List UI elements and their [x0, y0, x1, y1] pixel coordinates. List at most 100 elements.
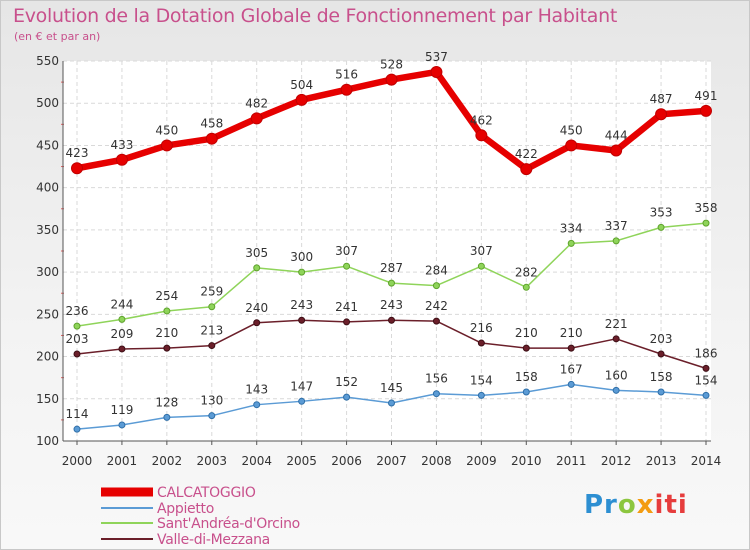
data-point — [71, 162, 83, 175]
data-point — [118, 345, 126, 353]
data-label: 119 — [110, 403, 133, 417]
data-point — [343, 318, 351, 326]
data-point — [388, 279, 395, 287]
data-label: 284 — [425, 264, 448, 278]
data-label: 433 — [110, 138, 133, 152]
data-label: 358 — [695, 201, 718, 215]
data-point — [343, 393, 351, 401]
data-point — [163, 344, 171, 352]
data-point — [612, 386, 620, 394]
y-tick-label: 100 — [36, 434, 59, 448]
data-label: 158 — [650, 370, 673, 384]
data-label: 203 — [650, 332, 673, 346]
legend-label: Appietto — [157, 501, 214, 517]
data-label: 337 — [605, 219, 628, 233]
data-label: 334 — [560, 221, 583, 235]
data-label: 282 — [515, 265, 538, 279]
x-tick-label: 2012 — [601, 454, 632, 468]
data-label: 156 — [425, 372, 448, 386]
data-point — [475, 129, 488, 142]
data-label: 242 — [425, 299, 448, 313]
data-label: 422 — [515, 147, 538, 161]
x-tick-label: 2014 — [691, 454, 722, 468]
data-point — [385, 73, 398, 86]
data-point — [432, 390, 440, 398]
y-tick-label: 250 — [36, 307, 59, 321]
data-label: 216 — [470, 321, 493, 335]
y-tick-label: 500 — [36, 96, 59, 110]
data-point — [298, 397, 306, 405]
data-point — [388, 316, 395, 324]
data-point — [477, 391, 485, 399]
data-point — [702, 364, 710, 372]
data-point — [253, 319, 261, 327]
data-point — [295, 93, 308, 106]
data-label: 210 — [515, 326, 538, 340]
logo-part-3: x — [636, 490, 655, 520]
data-point — [163, 413, 171, 421]
data-point — [163, 307, 171, 315]
data-label: 209 — [110, 327, 133, 341]
data-label: 114 — [66, 407, 89, 421]
data-point — [208, 303, 216, 311]
data-label: 154 — [695, 373, 718, 387]
data-label: 287 — [380, 261, 403, 275]
data-label: 487 — [650, 92, 673, 106]
logo-part-2: o — [617, 490, 637, 520]
data-point — [340, 83, 353, 96]
x-tick-label: 2009 — [466, 454, 497, 468]
data-point — [612, 335, 620, 343]
data-point — [118, 315, 126, 323]
y-tick-label: 350 — [36, 223, 59, 237]
data-point — [657, 350, 665, 358]
x-tick-label: 2006 — [331, 454, 362, 468]
data-point — [567, 344, 575, 352]
legend-label: CALCATOGGIO — [157, 485, 256, 501]
data-label: 167 — [560, 362, 583, 376]
data-label: 307 — [470, 244, 493, 258]
y-tick-label: 450 — [36, 138, 59, 152]
data-label: 143 — [245, 383, 268, 397]
data-label: 458 — [200, 117, 223, 131]
legend-label: Valle-di-Mezzana — [157, 532, 270, 548]
data-point — [522, 344, 530, 352]
data-label: 307 — [335, 244, 358, 258]
y-tick-label: 550 — [36, 54, 59, 68]
chart-subtitle: (en € et par an) — [14, 30, 101, 43]
data-point — [477, 339, 485, 347]
x-tick-label: 2005 — [286, 454, 317, 468]
data-point — [388, 399, 395, 407]
data-point — [160, 139, 173, 152]
x-tick-label: 2000 — [62, 454, 93, 468]
data-label: 147 — [290, 379, 313, 393]
data-label: 259 — [200, 285, 223, 299]
data-point — [522, 388, 530, 396]
data-point — [655, 108, 668, 121]
y-tick-label: 150 — [36, 392, 59, 406]
data-point — [477, 262, 485, 270]
data-label: 158 — [515, 370, 538, 384]
data-label: 450 — [155, 123, 178, 137]
data-label: 244 — [110, 297, 133, 311]
y-tick-label: 400 — [36, 181, 59, 195]
data-point — [432, 282, 440, 290]
plot-area — [63, 61, 711, 441]
x-tick-label: 2001 — [107, 454, 138, 468]
x-tick-label: 2013 — [646, 454, 677, 468]
data-point — [298, 316, 306, 324]
data-label: 210 — [560, 326, 583, 340]
data-point — [610, 144, 623, 157]
data-label: 243 — [380, 298, 403, 312]
data-label: 353 — [650, 205, 673, 219]
data-label: 145 — [380, 381, 403, 395]
data-point — [612, 237, 620, 245]
data-label: 491 — [695, 89, 718, 103]
x-tick-label: 2008 — [421, 454, 452, 468]
y-tick-label: 200 — [36, 350, 59, 364]
data-label: 236 — [66, 304, 89, 318]
data-label: 423 — [66, 146, 89, 160]
data-label: 213 — [200, 324, 223, 338]
data-point — [567, 239, 575, 247]
